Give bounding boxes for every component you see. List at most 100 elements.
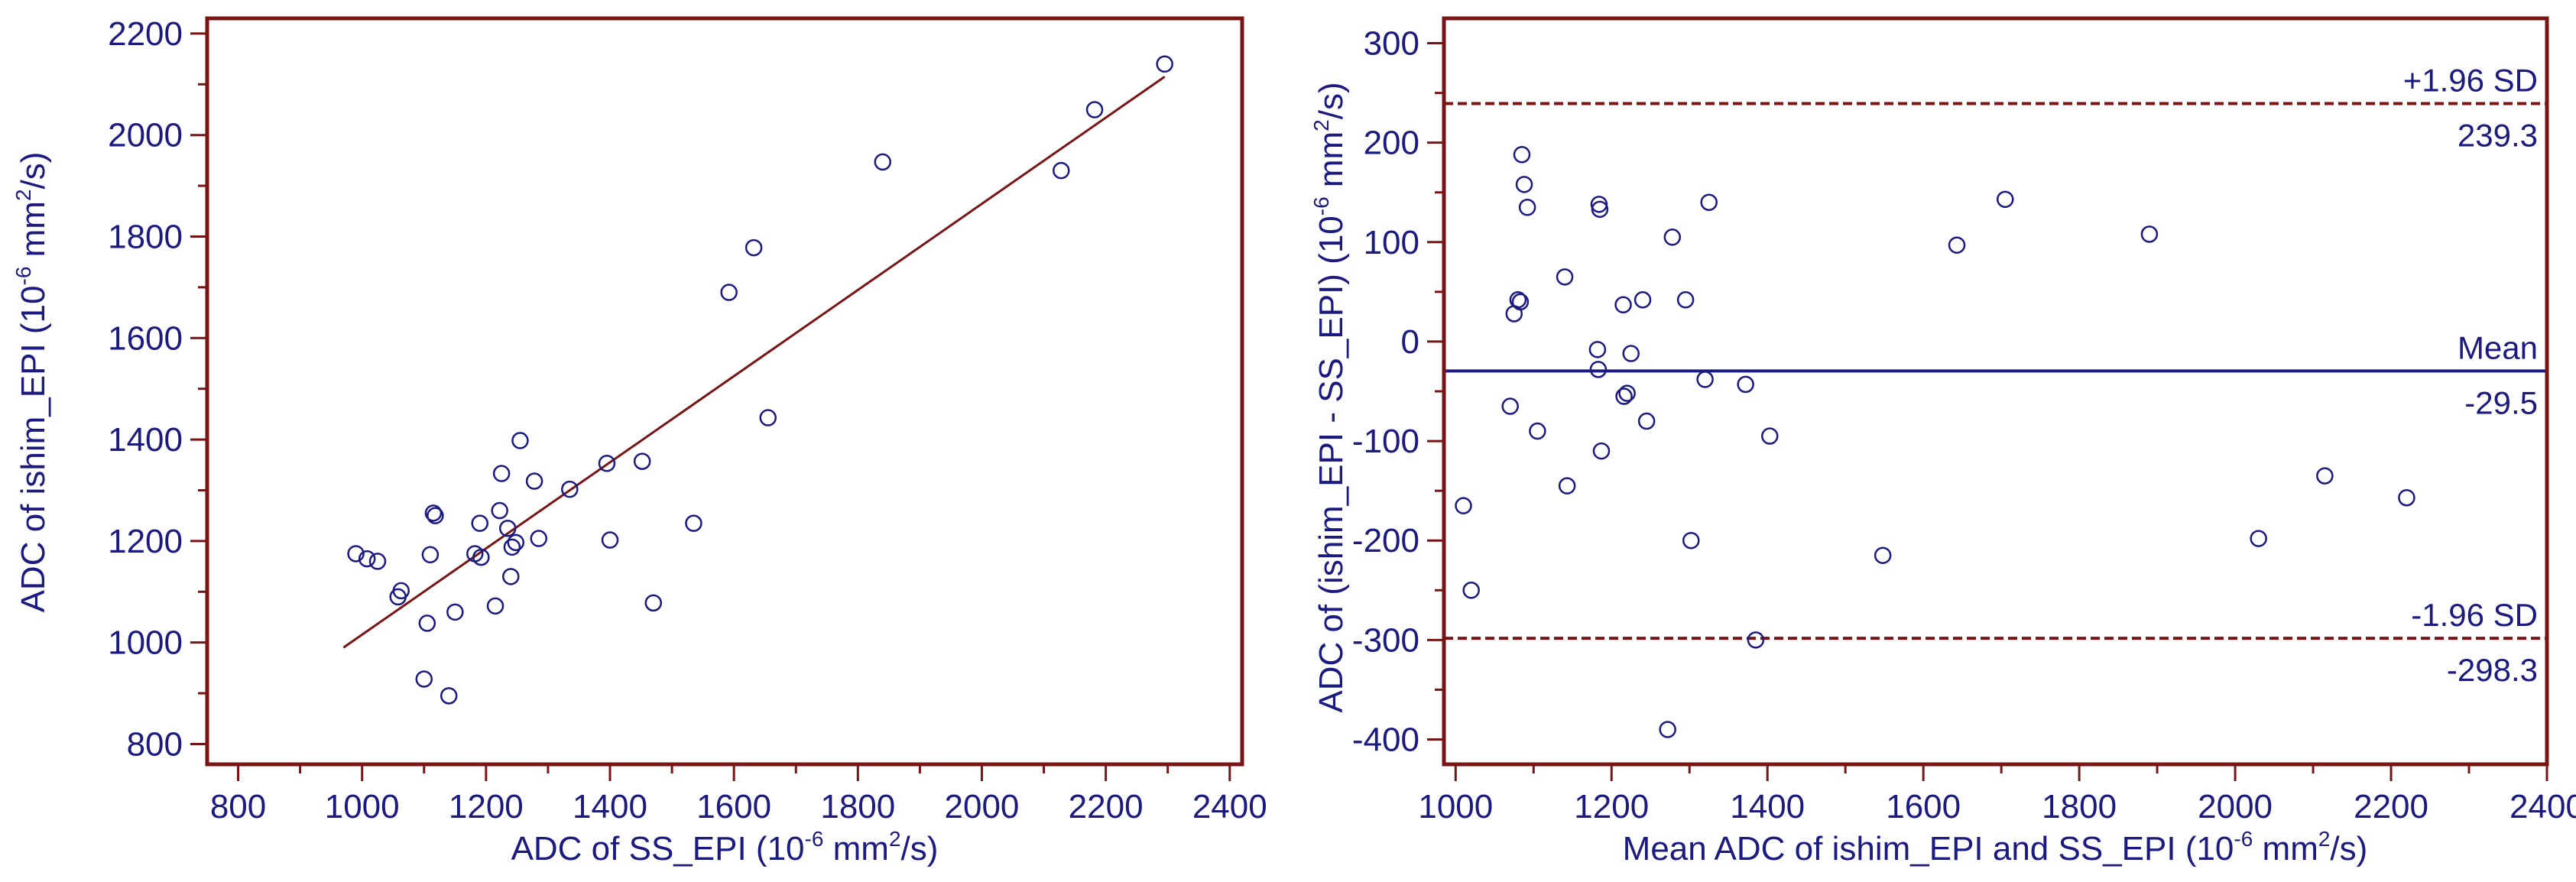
data-point [1615,387,1633,405]
data-point [486,597,504,615]
x-tick-label: 800 [210,788,266,825]
reference-line-value: -29.5 [2464,384,2538,420]
x-tick-label: 1600 [1886,788,1961,825]
left-axes: 800 1000 1200 1400 1600 1800 2000 2200 2400 800 10… [108,15,1267,825]
y-tick-label: 800 [127,725,183,763]
y-tick-label: 100 [1364,224,1419,261]
y-tick-label: 2200 [108,15,183,53]
y-tick-label: 1800 [108,218,183,255]
right-plot-frame [1442,16,2549,767]
data-point [415,670,433,688]
data-point [1761,427,1779,445]
reference-line-label: -1.96 SD [2411,597,2538,633]
data-point [502,568,520,585]
right-points [1455,146,2415,738]
data-point [598,455,616,472]
data-point [1589,361,1608,378]
left-plot-frame [205,16,1244,767]
data-point [1053,161,1070,180]
x-tick-label: 1200 [449,788,524,825]
reference-line-label: +1.96 SD [2403,63,2538,99]
data-point [503,538,521,556]
data-point [2140,225,2159,243]
data-point [1874,546,1892,564]
data-point [446,603,464,621]
x-tick-label: 2000 [2198,788,2273,825]
x-tick-label: 1600 [696,788,771,825]
data-point [1509,291,1527,309]
x-tick-label: 1200 [1574,788,1649,825]
x-tick-label: 1000 [325,788,400,825]
data-point [525,472,543,490]
y-tick-label: 1400 [108,421,183,459]
data-point [1659,721,1676,738]
data-point [1592,442,1611,460]
data-point [1747,631,1765,649]
data-point [530,530,548,547]
y-tick-label: -100 [1352,423,1419,460]
data-point [347,545,365,563]
data-point [427,507,444,524]
data-point [1529,422,1546,440]
left-points [347,55,1173,705]
x-tick-label: 2200 [1069,788,1144,825]
data-point [633,452,651,470]
data-point [1505,305,1523,323]
x-tick-label: 1400 [573,788,647,825]
data-point [1515,176,1533,193]
data-point [358,550,376,568]
x-tick-label: 1000 [1418,788,1493,825]
y-tick-label: 1600 [108,319,183,357]
x-tick-label: 1400 [1730,788,1805,825]
data-point [1518,199,1536,216]
correlation-chart: 800 1000 1200 1400 1600 1800 2000 2200 2400 800 10… [11,15,1267,867]
data-point [1588,341,1607,358]
x-tick-label: 2000 [945,788,1020,825]
data-point [1737,375,1754,394]
data-point [368,553,387,570]
data-point [720,284,738,301]
data-point [491,501,508,520]
y-tick-label: -300 [1352,621,1419,659]
reference-line-value: 239.3 [2458,118,2538,154]
data-point [561,480,579,498]
data-point [392,582,410,600]
data-point [1700,193,1718,211]
data-point [440,687,458,705]
y-tick-label: 1200 [108,523,183,560]
reference-line-value: -298.3 [2447,652,2538,688]
x-tick-label: 1800 [820,788,895,825]
data-point [421,546,440,564]
data-point [1085,101,1104,118]
data-point [874,153,891,171]
data-point [1156,55,1173,73]
data-point [418,614,436,632]
reference-line-label: Mean [2458,329,2538,365]
data-point [1513,146,1531,164]
data-point [1501,397,1519,415]
data-point [492,465,511,482]
y-tick-label: 0 [1401,323,1419,361]
data-point [1637,412,1656,430]
data-point [644,594,663,612]
data-point [1455,497,1472,514]
data-point [498,520,517,537]
right-y-axis-label: ADC of (ishim_EPI - SS_EPI) (10-6 mm2/s) [1309,82,1350,712]
data-point [1996,190,2014,209]
right-x-axis-label: Mean ADC of ishim_EPI and SS_EPI (10-6 m… [1623,827,2368,867]
data-point [1622,345,1640,362]
y-tick-label: -400 [1352,721,1419,758]
x-tick-label: 1800 [2042,788,2117,825]
data-point [759,409,777,426]
reference-lines: +1.96 SD 239.3 Mean -29.5 -1.96 SD -298.3 [1444,63,2547,688]
data-point [1948,236,1966,254]
data-point [507,533,525,552]
y-tick-label: 200 [1364,125,1419,162]
data-point [601,531,619,549]
data-point [2250,530,2267,547]
y-tick-label: 2000 [108,117,183,154]
data-point [1558,477,1576,495]
left-x-axis-label: ADC of SS_EPI (10-6 mm2/s) [511,827,939,867]
data-point [1676,291,1695,309]
